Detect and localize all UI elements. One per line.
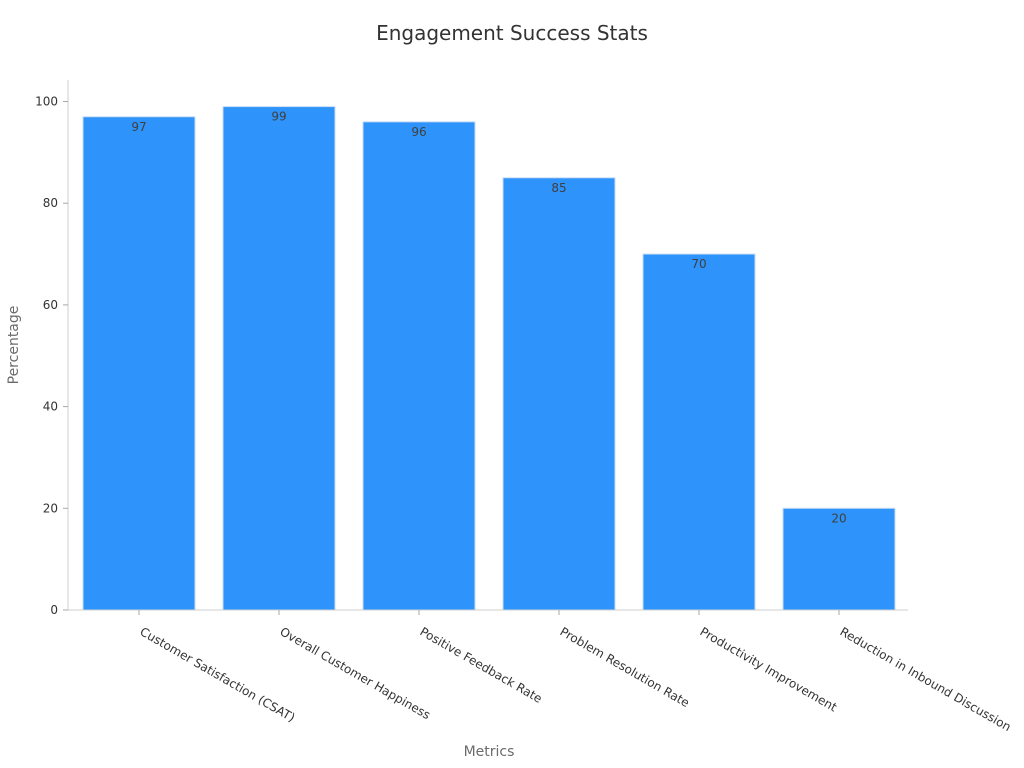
x-tick-label: Reduction in Inbound Discussion [838,624,1014,734]
bar [222,106,336,611]
y-tick-label: 60 [43,298,58,312]
x-tick-label: Overall Customer Happiness [278,624,433,722]
bar [502,177,616,611]
chart-title: Engagement Success Stats [376,21,648,45]
x-tick-label: Customer Satisfaction (CSAT) [138,624,298,724]
bar [642,253,756,611]
bar-value-label: 96 [411,125,426,139]
x-tick-label: Productivity Improvement [698,624,840,714]
bar-group [82,106,896,611]
y-axis-title: Percentage [6,306,22,385]
bar-value-label: 85 [551,181,566,195]
bar-value-label: 97 [131,120,146,134]
bar-value-label: 20 [831,511,846,525]
y-axis: 0 20 40 60 80 100 [35,80,69,617]
y-tick-label: 20 [43,501,58,515]
bar-label-group: 97 99 96 85 70 20 [131,110,846,526]
y-tick-label: 80 [43,196,58,210]
bar-value-label: 70 [691,257,706,271]
y-tick-label: 40 [43,400,58,414]
y-tick-label: 0 [50,603,58,617]
bar-value-label: 99 [271,110,286,124]
bar [782,507,896,611]
x-axis: Customer Satisfaction (CSAT)Overall Cust… [68,609,1014,734]
x-tick-label: Problem Resolution Rate [558,624,692,710]
x-axis-title: Metrics [464,744,515,760]
x-tick-label: Positive Feedback Rate [418,624,545,705]
bar [82,116,196,611]
bar [362,121,476,611]
y-tick-label: 100 [35,95,58,109]
